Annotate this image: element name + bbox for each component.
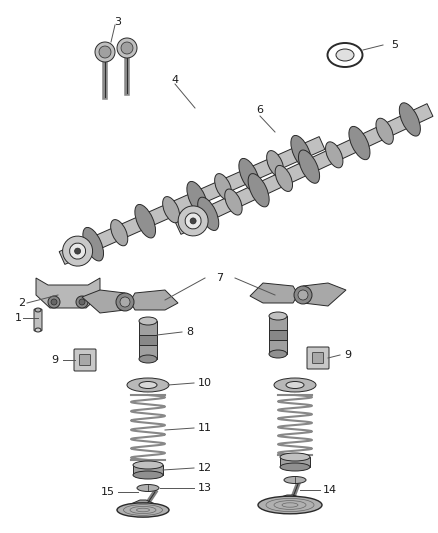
Bar [139,335,157,345]
Text: 4: 4 [171,75,179,85]
Circle shape [298,290,308,300]
Text: 14: 14 [323,485,337,495]
Ellipse shape [376,118,393,144]
Text: 7: 7 [216,273,223,283]
FancyBboxPatch shape [80,354,91,366]
Bar [269,316,287,354]
Ellipse shape [269,312,287,320]
Circle shape [79,299,85,305]
Ellipse shape [286,382,304,389]
Ellipse shape [280,453,310,461]
Ellipse shape [133,471,163,479]
Text: 9: 9 [344,350,352,360]
Ellipse shape [187,181,208,215]
Text: 6: 6 [257,105,264,115]
Text: 15: 15 [101,487,115,497]
Ellipse shape [162,197,180,223]
Text: 12: 12 [198,463,212,473]
Ellipse shape [325,142,343,168]
Ellipse shape [63,236,92,266]
Ellipse shape [83,228,103,261]
Text: 1: 1 [14,313,21,323]
Ellipse shape [139,355,157,363]
Ellipse shape [215,174,232,200]
Ellipse shape [185,213,201,229]
Ellipse shape [35,328,41,332]
Polygon shape [36,278,100,308]
FancyBboxPatch shape [74,349,96,371]
Circle shape [95,42,115,62]
Ellipse shape [198,197,219,230]
Polygon shape [117,500,169,510]
Ellipse shape [70,243,85,259]
Circle shape [117,38,137,58]
Polygon shape [258,495,322,505]
Bar [269,330,287,340]
Circle shape [48,296,60,308]
FancyBboxPatch shape [34,309,42,331]
Text: 13: 13 [198,483,212,493]
Circle shape [74,248,81,254]
Ellipse shape [139,317,157,325]
Ellipse shape [111,220,128,246]
Circle shape [76,296,88,308]
Ellipse shape [267,151,284,177]
Polygon shape [59,136,325,264]
Ellipse shape [248,174,269,207]
Ellipse shape [284,477,306,483]
Ellipse shape [127,378,169,392]
Ellipse shape [280,463,310,471]
Ellipse shape [399,103,420,136]
Circle shape [120,297,130,307]
Circle shape [294,286,312,304]
Ellipse shape [225,189,242,215]
Text: 11: 11 [198,423,212,433]
Circle shape [116,293,134,311]
Text: 3: 3 [114,17,121,27]
Polygon shape [175,103,433,235]
Ellipse shape [239,158,260,192]
Text: 5: 5 [392,40,399,50]
Ellipse shape [139,382,157,389]
Text: 2: 2 [18,298,25,308]
Circle shape [99,46,111,58]
Ellipse shape [299,150,320,183]
Text: 9: 9 [51,355,59,365]
Text: 10: 10 [198,378,212,388]
Ellipse shape [137,484,159,491]
Text: 8: 8 [187,327,194,337]
Bar [133,465,163,475]
Ellipse shape [258,496,322,514]
Bar [280,457,310,467]
FancyBboxPatch shape [307,347,329,369]
Ellipse shape [274,378,316,392]
Ellipse shape [269,350,287,358]
Ellipse shape [336,49,354,61]
Circle shape [51,299,57,305]
Ellipse shape [275,165,293,191]
Ellipse shape [178,206,208,236]
Polygon shape [82,290,178,313]
FancyBboxPatch shape [312,352,324,364]
Ellipse shape [117,503,169,517]
Circle shape [121,42,133,54]
Ellipse shape [291,135,311,169]
Bar [139,321,157,359]
Ellipse shape [35,308,41,312]
Ellipse shape [135,205,155,238]
Polygon shape [250,283,346,306]
Ellipse shape [133,461,163,469]
Circle shape [190,218,196,224]
Ellipse shape [349,126,370,160]
